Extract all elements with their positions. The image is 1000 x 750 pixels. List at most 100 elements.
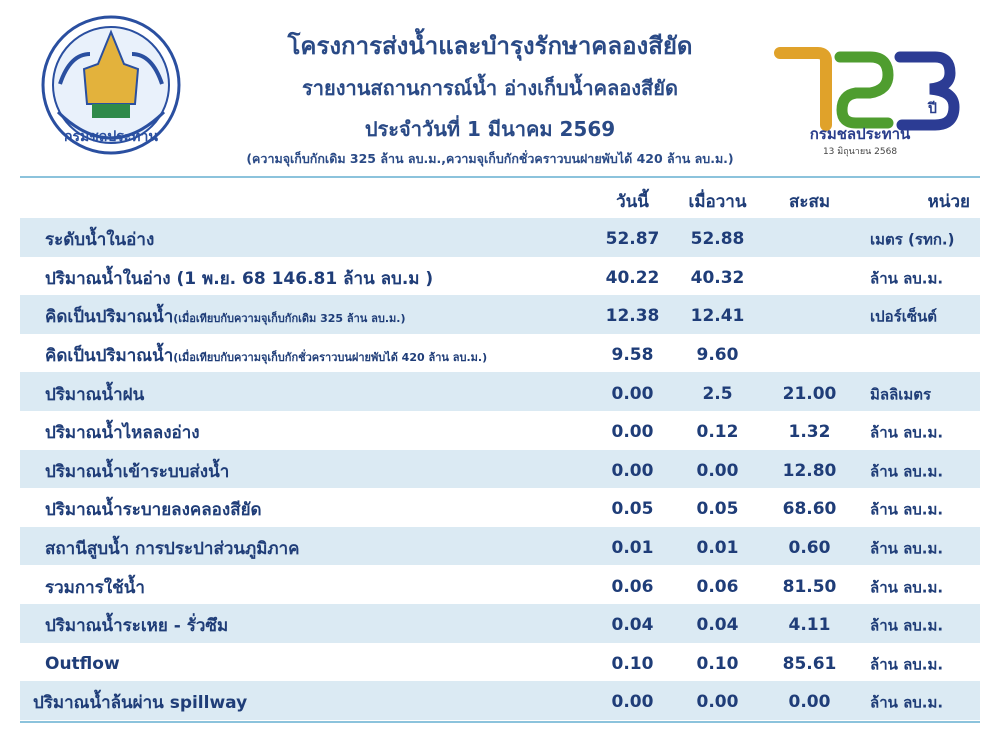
row-label: ปริมาณน้ำในอ่าง (1 พ.ย. 68 146.81 ล้าน ล…	[45, 265, 433, 292]
value-today: 40.22	[605, 267, 660, 288]
value-yesterday: 9.60	[696, 345, 739, 366]
col-today: วันนี้	[616, 192, 649, 213]
row-label: ระดับน้ำในอ่าง	[45, 226, 154, 253]
table-top-rule	[20, 176, 980, 178]
value-yesterday: 0.00	[696, 460, 739, 481]
row-label: ปริมาณน้ำไหลลงอ่าง	[45, 419, 200, 446]
row-label-text: ปริมาณน้ำในอ่าง (1 พ.ย. 68 146.81 ล้าน ล…	[45, 269, 434, 290]
value-unit: ล้าน ลบ.ม.	[870, 539, 944, 558]
value-unit: ล้าน ลบ.ม.	[870, 655, 944, 674]
table-row: Outflow 0.10 0.10 85.61 ล้าน ลบ.ม.	[20, 643, 980, 682]
value-yesterday: 40.32	[690, 267, 745, 288]
value-cumulative: 0.00	[788, 692, 831, 713]
value-cumulative: 81.50	[782, 576, 837, 597]
table-bottom-rule	[20, 721, 980, 723]
table-row: คิดเป็นปริมาณน้ำ(เมื่อเทียบกับความจุเก็บ…	[20, 334, 980, 373]
seal-text: กรมชลประทาน	[64, 129, 158, 145]
row-label: Outflow	[45, 654, 120, 674]
table-row: ปริมาณน้ำไหลลงอ่าง 0.00 0.12 1.32 ล้าน ลบ.ม.	[20, 411, 980, 450]
row-label: ปริมาณน้ำล้นผ่าน spillway	[33, 690, 247, 717]
page-title: โครงการส่งน้ำและบำรุงรักษาคลองสียัด	[287, 32, 693, 60]
value-unit: ล้าน ลบ.ม.	[870, 269, 944, 288]
value-yesterday: 2.5	[702, 383, 733, 404]
row-label-text: คิดเป็นปริมาณน้ำ	[45, 307, 174, 328]
value-cumulative: 0.60	[788, 538, 831, 559]
value-yesterday: 0.04	[696, 615, 739, 636]
row-label-text: รวมการใช้น้ำ	[45, 577, 145, 598]
table-row: ปริมาณน้ำล้นผ่าน spillway 0.00 0.00 0.00 ล้า…	[20, 681, 980, 720]
row-note: (เมื่อเทียบกับความจุเก็บกักชั่วคราวบนฝาย…	[173, 351, 488, 365]
row-label: คิดเป็นปริมาณน้ำ(เมื่อเทียบกับความจุเก็บ…	[45, 304, 406, 331]
value-today: 0.00	[611, 460, 654, 481]
value-yesterday: 0.06	[696, 576, 739, 597]
row-label-text: คิดเป็นปริมาณน้ำ	[45, 346, 174, 367]
row-label-text: สถานีสูบน้ำ การประปาส่วนภูมิภาค	[45, 539, 300, 560]
anniversary-123-logo-icon: 123	[774, 47, 960, 131]
value-unit: มิลลิเมตร	[870, 385, 932, 404]
value-today: 9.58	[611, 345, 654, 366]
value-unit: ล้าน ลบ.ม.	[870, 578, 944, 597]
value-unit: ล้าน ลบ.ม.	[870, 500, 944, 519]
value-unit: ล้าน ลบ.ม.	[870, 616, 944, 635]
value-today: 0.04	[611, 615, 654, 636]
table-row: ปริมาณน้ำระบายลงคลองสียัด 0.05 0.05 68.60 ล้…	[20, 488, 980, 527]
value-cumulative: 85.61	[782, 653, 837, 674]
row-label-text: ระดับน้ำในอ่าง	[45, 230, 155, 251]
value-unit: ล้าน ลบ.ม.	[870, 462, 944, 481]
department-seal-icon: กรมชลประทาน	[41, 15, 181, 155]
table-row: สถานีสูบน้ำ การประปาส่วนภูมิภาค 0.01 0.01 0…	[20, 526, 980, 566]
table-row: ระดับน้ำในอ่าง 52.87 52.88 เมตร (รทก.)	[20, 218, 980, 257]
col-cumulative: สะสม	[788, 192, 831, 213]
row-label-text: ปริมาณน้ำระเหย - รั่วซึม	[45, 616, 229, 637]
row-label: ปริมาณน้ำฝน	[45, 381, 144, 408]
table-row: ปริมาณน้ำเข้าระบบส่งน้ำ 0.00 0.00 12.80 ล้าน…	[20, 449, 980, 489]
col-unit: หน่วย	[927, 192, 970, 213]
value-yesterday: 0.00	[696, 692, 739, 713]
value-unit: เมตร (รทก.)	[870, 230, 955, 249]
row-label: สถานีสูบน้ำ การประปาส่วนภูมิภาค	[45, 535, 300, 562]
logo-date: 13 มิถุนายน 2568	[822, 147, 898, 157]
row-label-text: ปริมาณน้ำล้นผ่าน spillway	[33, 693, 248, 714]
value-yesterday: 12.41	[690, 306, 745, 327]
value-cumulative: 68.60	[782, 499, 837, 520]
value-unit: เปอร์เซ็นต์	[870, 307, 938, 326]
row-label-text: Outflow	[45, 653, 120, 674]
row-label-text: ปริมาณน้ำฝน	[45, 384, 145, 405]
row-label-text: ปริมาณน้ำเข้าระบบส่งน้ำ	[45, 462, 230, 483]
table-header: วันนี้ เมื่อวาน สะสม หน่วย	[20, 180, 980, 218]
value-yesterday: 0.10	[696, 653, 739, 674]
col-yesterday: เมื่อวาน	[688, 192, 747, 213]
table-row: ปริมาณน้ำฝน 0.00 2.5 21.00 มิลลิเมตร	[20, 372, 980, 411]
value-today: 0.10	[611, 653, 654, 674]
report-date: ประจำวันที่ 1 มีนาคม 2569	[364, 117, 616, 141]
value-today: 0.00	[611, 422, 654, 443]
row-label: รวมการใช้น้ำ	[45, 574, 145, 601]
logo-suffix: ปี	[928, 101, 937, 117]
value-today: 0.00	[611, 383, 654, 404]
value-cumulative: 4.11	[788, 615, 831, 636]
value-cumulative: 21.00	[782, 383, 837, 404]
value-unit: ล้าน ลบ.ม.	[870, 693, 944, 712]
table-row: คิดเป็นปริมาณน้ำ(เมื่อเทียบกับความจุเก็บ…	[20, 295, 980, 334]
value-yesterday: 52.88	[690, 229, 745, 250]
value-unit: ล้าน ลบ.ม.	[870, 423, 944, 442]
value-today: 0.00	[611, 692, 654, 713]
value-today: 0.05	[611, 499, 654, 520]
value-today: 52.87	[605, 229, 660, 250]
row-label-text: ปริมาณน้ำระบายลงคลองสียัด	[45, 500, 262, 521]
water-status-table: วันนี้ เมื่อวาน สะสม หน่วย ระดับน้ำในอ่า…	[20, 180, 980, 720]
row-note: (เมื่อเทียบกับความจุเก็บกักเดิม 325 ล้าน…	[173, 312, 406, 326]
value-today: 12.38	[605, 306, 660, 327]
value-today: 0.01	[611, 538, 654, 559]
value-yesterday: 0.01	[696, 538, 739, 559]
value-cumulative: 1.32	[788, 422, 831, 443]
logo-department-name: กรมชลประทาน	[809, 125, 911, 143]
table-row: ปริมาณน้ำระเหย - รั่วซึม 0.04 0.04 4.11 ล้าน…	[20, 603, 980, 643]
table-row: รวมการใช้น้ำ 0.06 0.06 81.50 ล้าน ลบ.ม.	[20, 565, 980, 604]
value-yesterday: 0.05	[696, 499, 739, 520]
row-label: ปริมาณน้ำระเหย - รั่วซึม	[45, 612, 228, 639]
report-subtitle: รายงานสถานการณ์น้ำ อ่างเก็บน้ำคลองสียัด	[302, 76, 678, 100]
table-row: ปริมาณน้ำในอ่าง (1 พ.ย. 68 146.81 ล้าน ล…	[20, 257, 980, 296]
row-label-text: ปริมาณน้ำไหลลงอ่าง	[45, 423, 200, 444]
